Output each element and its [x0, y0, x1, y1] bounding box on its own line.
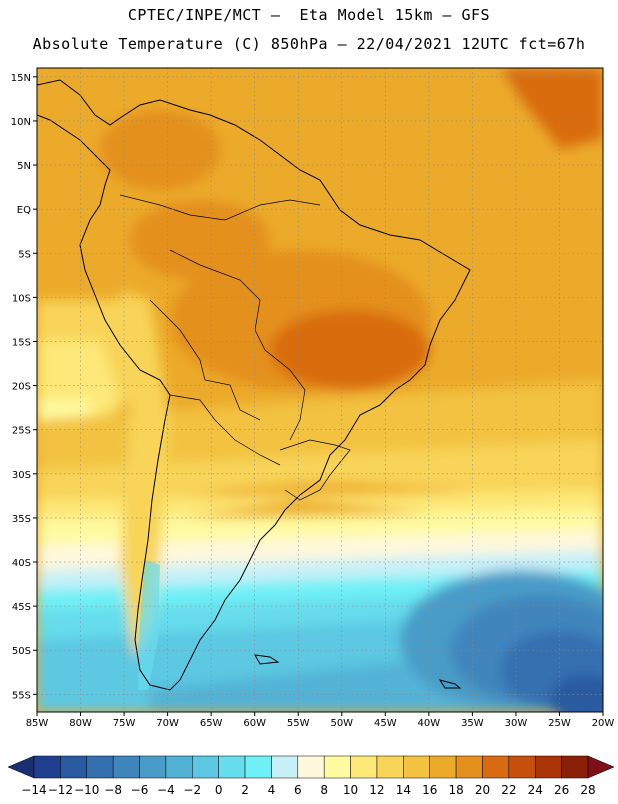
map-frame [36, 67, 604, 713]
lon-tick-label: 60W [243, 718, 266, 729]
colorbar-swatch [323, 755, 351, 779]
lat-tick-label: 50S [12, 646, 31, 657]
graticule [37, 68, 603, 712]
colorbar-label: −4 [157, 783, 175, 797]
colorbar-label: 0 [215, 783, 223, 797]
colorbar-swatch [33, 755, 61, 779]
colorbar-swatch [112, 755, 140, 779]
lat-tick-label: 15N [11, 73, 31, 84]
lon-tick-label: 80W [69, 718, 92, 729]
lat-tick-label: 45S [12, 602, 31, 613]
colorbar-swatch [508, 755, 536, 779]
lat-tick-label: 10S [12, 293, 31, 304]
lon-tick-label: 50W [330, 718, 353, 729]
colorbar-swatch [429, 755, 457, 779]
lat-tick-label: 40S [12, 558, 31, 569]
lat-tick-label: 30S [12, 470, 31, 481]
colorbar-label: 6 [294, 783, 302, 797]
colorbar-label: −14 [21, 783, 46, 797]
map-title-line-1: CPTEC/INPE/MCT – Eta Model 15km – GFS [127, 6, 491, 24]
colorbar-label: −12 [48, 783, 73, 797]
lat-tick-label: 55S [12, 690, 31, 701]
lon-tick-label: 20W [592, 718, 615, 729]
latitude-labels: 15N 10N 5N EQ 5S 10S 15S 20S 25S 30S 35S 40S 45S 50S 5… [11, 73, 37, 701]
lat-tick-label: 15S [12, 337, 31, 348]
colorbar-swatch [60, 755, 88, 779]
lat-tick-label: 35S [12, 514, 31, 525]
lat-tick-label: 20S [12, 382, 31, 393]
colorbar-label: 22 [501, 783, 516, 797]
colorbar-swatch [218, 755, 246, 779]
colorbar-label: 4 [268, 783, 276, 797]
colorbar-label: 8 [320, 783, 328, 797]
colorbar-swatch [86, 755, 114, 779]
coastlines [37, 79, 471, 691]
colorbar-swatch [482, 755, 510, 779]
colorbar-swatch [165, 755, 193, 779]
lon-tick-label: 30W [505, 718, 528, 729]
lat-tick-label: 5N [17, 161, 31, 172]
lat-tick-label: 10N [11, 117, 31, 128]
colorbar-under-arrow [7, 755, 35, 779]
colorbar-label: 20 [475, 783, 490, 797]
colorbar-label: −2 [183, 783, 201, 797]
colorbar-label: 28 [580, 783, 595, 797]
colorbar-swatch [139, 755, 167, 779]
lon-tick-label: 45W [374, 718, 397, 729]
lon-tick-label: 75W [113, 718, 136, 729]
colorbar-swatch [297, 755, 325, 779]
lon-tick-label: 70W [156, 718, 179, 729]
lat-tick-label: EQ [17, 205, 31, 216]
colorbar-label: 2 [241, 783, 249, 797]
temperature-field [37, 68, 603, 712]
colorbar-swatch [271, 755, 299, 779]
country-borders [119, 194, 351, 501]
colorbar-label: 18 [448, 783, 463, 797]
colorbar-swatch [244, 755, 272, 779]
colorbar-label: −6 [131, 783, 149, 797]
lon-tick-label: 35W [461, 718, 484, 729]
colorbar-swatch [192, 755, 219, 779]
colorbar-over-arrow [587, 755, 615, 779]
colorbar-swatch [534, 755, 562, 779]
colorbar-label: 10 [343, 783, 358, 797]
longitude-labels: 85W 80W 75W 70W 65W 60W 55W 50W 45W 40W 35W 30W 25W 2… [26, 712, 615, 729]
colorbar-label: 16 [422, 783, 437, 797]
colorbar-label: 24 [528, 783, 543, 797]
colorbar-label: 26 [554, 783, 569, 797]
colorbar-swatch [455, 755, 483, 779]
lon-tick-label: 40W [418, 718, 441, 729]
lat-tick-label: 5S [18, 249, 31, 260]
map-title-line-2: Absolute Temperature (C) 850hPa – 22/04/… [32, 35, 586, 53]
lon-tick-label: 25W [548, 718, 571, 729]
lon-tick-label: 85W [26, 718, 49, 729]
colorbar-swatch [561, 755, 589, 779]
colorbar-label: −10 [74, 783, 99, 797]
colorbar-swatch [376, 755, 404, 779]
colorbar-label: −8 [104, 783, 122, 797]
lat-tick-label: 25S [12, 426, 31, 437]
colorbar-swatch [350, 755, 378, 779]
lon-tick-label: 65W [200, 718, 223, 729]
colorbar-label: 12 [369, 783, 384, 797]
lon-tick-label: 55W [287, 718, 310, 729]
colorbar: −14 −12 −10 −8 −6 −4 −2 0 2 4 6 8 10 12 14 16 18 20 22 24 26… [7, 755, 615, 797]
colorbar-label: 14 [396, 783, 411, 797]
colorbar-swatch [403, 755, 430, 779]
